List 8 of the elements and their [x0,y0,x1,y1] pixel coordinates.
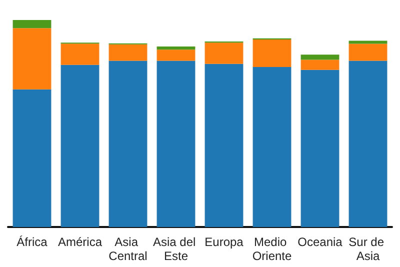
x-tick-label: Sur de Asia [348,235,388,263]
x-tick-label: Oceania [298,235,343,249]
x-tick-label: África [16,235,48,249]
x-tick-label: Europa [204,235,244,249]
x-tick-label: Medio Oriente [252,235,292,263]
x-tick-label: Asia del Este [152,235,200,263]
x-tick-label: América [58,235,102,249]
x-tick-label: Asia Central [108,235,148,263]
